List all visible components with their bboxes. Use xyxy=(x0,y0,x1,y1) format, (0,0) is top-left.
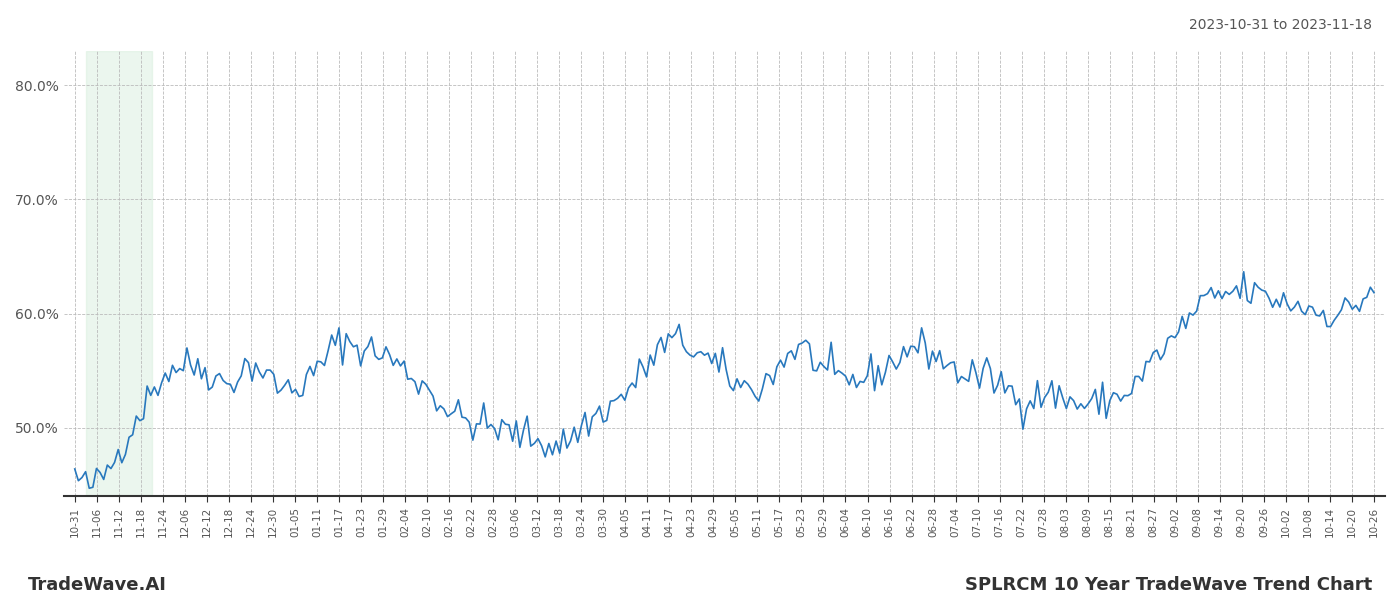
Text: 2023-10-31 to 2023-11-18: 2023-10-31 to 2023-11-18 xyxy=(1189,18,1372,32)
Text: TradeWave.AI: TradeWave.AI xyxy=(28,576,167,594)
Bar xyxy=(85,51,151,496)
Text: SPLRCM 10 Year TradeWave Trend Chart: SPLRCM 10 Year TradeWave Trend Chart xyxy=(965,576,1372,594)
